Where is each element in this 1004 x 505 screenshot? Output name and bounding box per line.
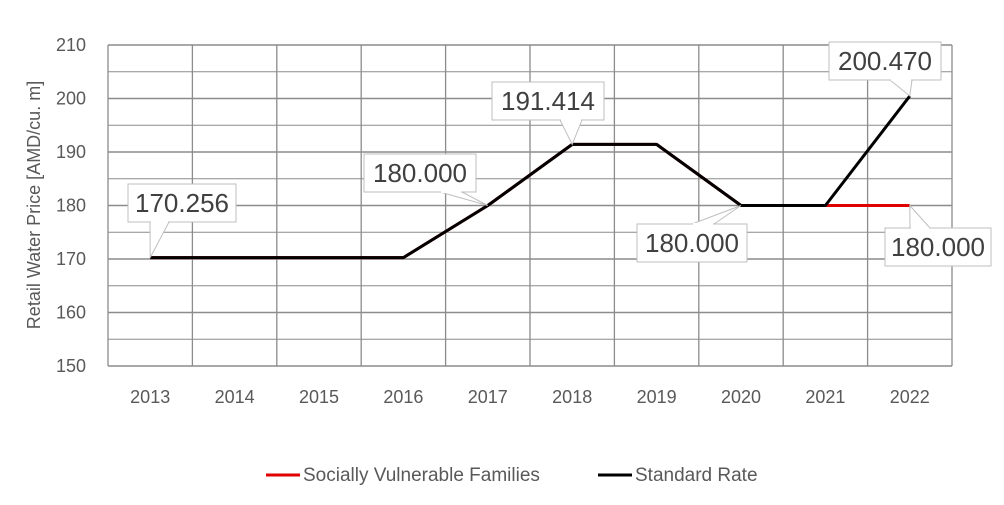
x-tick-label: 2016 — [383, 387, 423, 407]
legend-label-standard-rate: Standard Rate — [635, 465, 758, 486]
callout-box — [828, 41, 942, 81]
y-axis-ticks: 150 160 170 180 190 200 210 — [56, 35, 86, 376]
callout-box — [636, 223, 748, 263]
callout-label: 180.000 — [645, 228, 739, 258]
x-tick-label: 2015 — [299, 387, 339, 407]
callout-label: 170.256 — [135, 188, 229, 218]
data-callout: 180.000 — [363, 153, 489, 206]
y-tick-label: 190 — [56, 142, 86, 162]
y-tick-label: 160 — [56, 303, 86, 323]
callout-box — [127, 183, 237, 223]
y-tick-label: 180 — [56, 196, 86, 216]
callout-pointer — [909, 204, 932, 229]
series-lines — [150, 95, 911, 260]
x-tick-label: 2013 — [130, 387, 170, 407]
callout-pointer — [888, 79, 913, 97]
data-callout: 191.414 — [491, 81, 605, 146]
callout-label: 180.000 — [891, 232, 985, 262]
callout-pointer — [149, 221, 170, 258]
callout-label: 191.414 — [501, 86, 595, 116]
data-callout: 200.470 — [828, 41, 942, 97]
callout-label: 180.000 — [373, 158, 467, 188]
data-callout: 180.000 — [636, 205, 748, 263]
callout-box — [884, 227, 992, 267]
callout-pointer — [559, 119, 583, 146]
series-line-standard-rate — [150, 95, 911, 260]
y-tick-label: 210 — [56, 35, 86, 55]
data-callouts: 170.256 180.000 191.414 180.000 200.470 180.0… — [127, 41, 992, 267]
x-tick-label: 2014 — [215, 387, 255, 407]
x-tick-label: 2022 — [890, 387, 930, 407]
callout-box — [491, 81, 605, 121]
grid — [107, 44, 953, 367]
callout-pointer — [439, 191, 489, 206]
x-tick-label: 2017 — [468, 387, 508, 407]
callout-label: 200.470 — [838, 46, 932, 76]
x-tick-label: 2018 — [552, 387, 592, 407]
y-tick-label: 200 — [56, 89, 86, 109]
y-axis-title: Retail Water Price [AMD/cu. m] — [24, 81, 44, 329]
legend: Socially Vulnerable Families Standard Ra… — [266, 465, 758, 486]
x-axis-ticks: 2013 2014 2015 2016 2017 2018 2019 2020 2021 2022 — [130, 387, 930, 407]
callout-box — [363, 153, 477, 193]
x-tick-label: 2020 — [721, 387, 761, 407]
x-tick-label: 2019 — [637, 387, 677, 407]
data-callout: 170.256 — [127, 183, 237, 258]
data-callout: 180.000 — [884, 204, 992, 267]
legend-label-socially-vulnerable: Socially Vulnerable Families — [303, 465, 540, 486]
x-tick-label: 2021 — [805, 387, 845, 407]
y-tick-label: 150 — [56, 356, 86, 376]
y-tick-label: 170 — [56, 249, 86, 269]
